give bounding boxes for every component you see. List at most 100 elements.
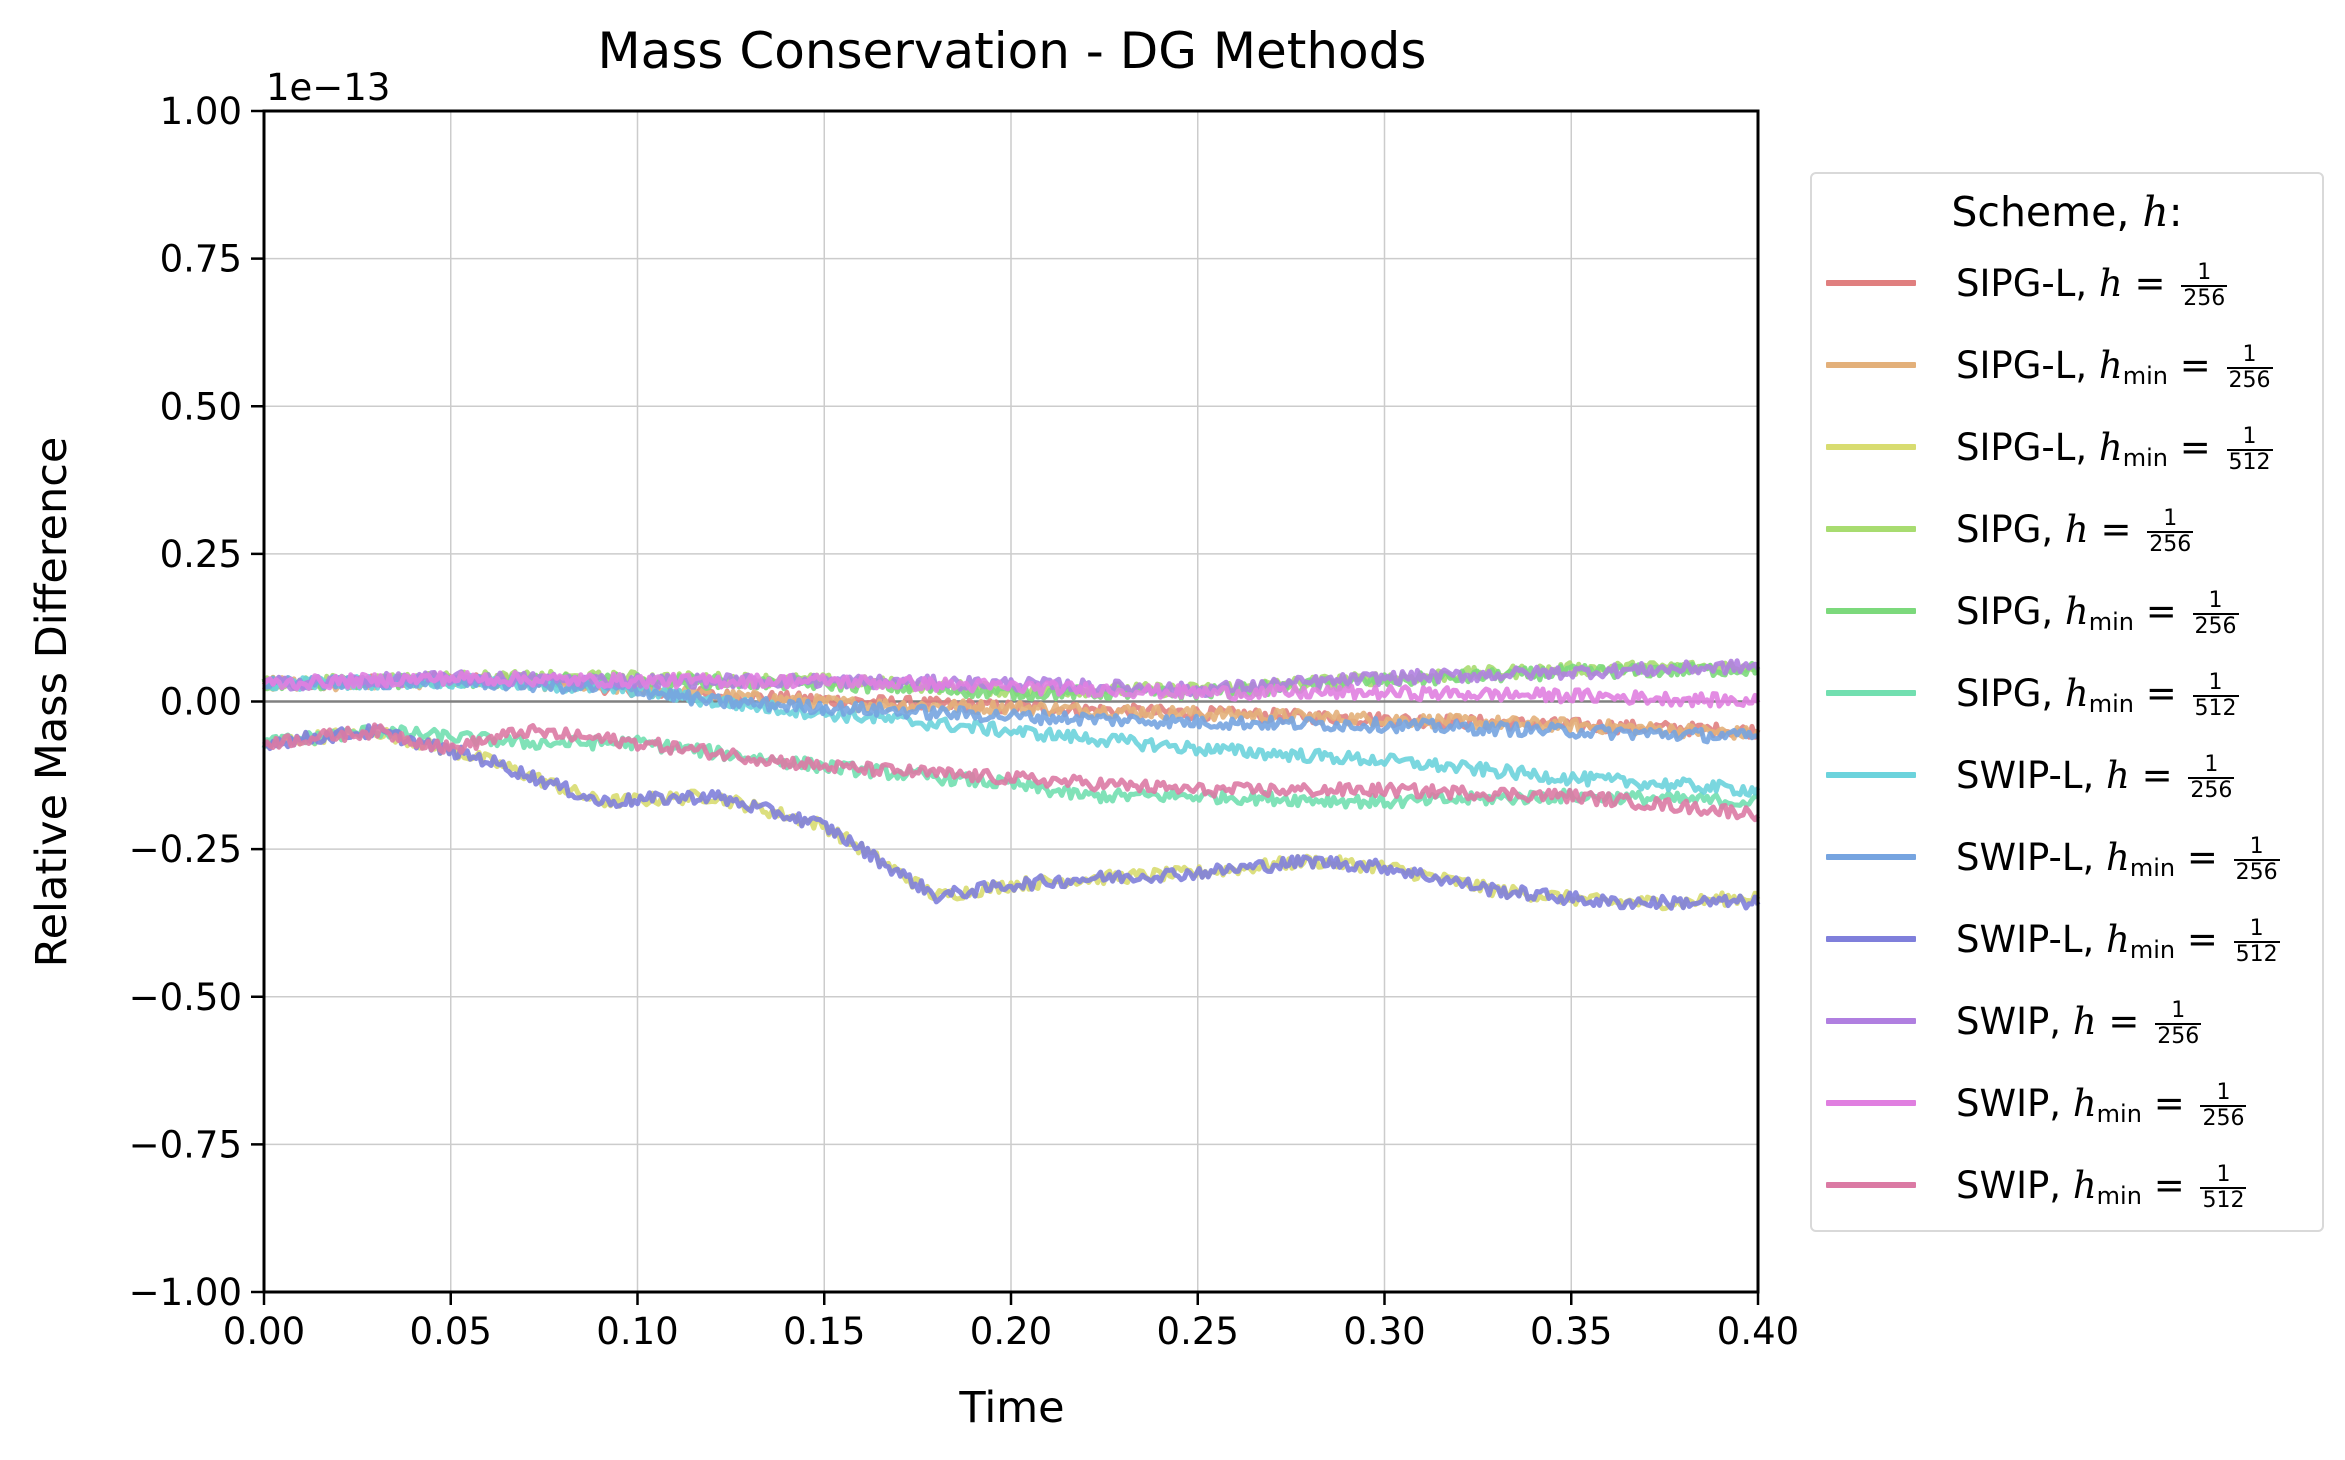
legend-equals: = <box>2175 836 2230 879</box>
legend-swatch <box>1826 1100 1916 1106</box>
legend-equals: = <box>2134 672 2189 715</box>
fraction-denominator: 256 <box>2233 858 2280 885</box>
legend-fraction: 1 512 <box>2200 1161 2247 1213</box>
legend-scheme: SIPG, <box>1956 672 2065 715</box>
x-tick-label: 0.05 <box>410 1310 492 1353</box>
x-tick-label: 0.00 <box>223 1310 305 1353</box>
legend-label: SWIP-L, hmin = 1 512 <box>1956 910 2280 980</box>
legend-var: h <box>2072 1082 2097 1125</box>
fraction-numerator: 1 <box>2242 341 2257 367</box>
legend: Scheme, h: SIPG-L, h = 1 256 SIPG-L, hmin … <box>1810 172 2324 1232</box>
legend-label: SIPG-L, hmin = 1 256 <box>1956 336 2273 406</box>
legend-fraction: 1 256 <box>2188 751 2235 803</box>
legend-swatch <box>1826 936 1916 942</box>
fraction-numerator: 1 <box>2216 1161 2231 1187</box>
legend-swatch <box>1826 690 1916 696</box>
x-tick-label: 0.20 <box>970 1310 1052 1353</box>
chart-title: Mass Conservation - DG Methods <box>598 22 1427 80</box>
legend-subscript: min <box>2096 1100 2142 1128</box>
legend-label: SIPG, hmin = 1 256 <box>1956 582 2239 652</box>
legend-label: SWIP, hmin = 1 512 <box>1956 1156 2247 1226</box>
legend-label: SWIP, hmin = 1 256 <box>1956 1074 2247 1144</box>
y-axis-ticks: 1.00 0.75 0.50 0.25 0.00 −0.25 −0.50 −0.75 −1.00 <box>129 90 264 1314</box>
legend-fraction: 1 256 <box>2233 834 2280 885</box>
legend-label: SIPG-L, hmin = 1 512 <box>1956 418 2273 488</box>
x-tick-label: 0.10 <box>596 1310 678 1353</box>
legend-title-suffix: : <box>2168 188 2183 236</box>
legend-fraction: 1 256 <box>2155 997 2202 1049</box>
y-tick-label: 0.00 <box>160 681 242 724</box>
fraction-denominator: 256 <box>2192 612 2239 639</box>
legend-swatch <box>1826 444 1916 450</box>
legend-equals: = <box>2096 1000 2152 1043</box>
legend-swatch <box>1826 362 1916 368</box>
legend-swatch <box>1826 772 1916 778</box>
legend-swatch <box>1826 280 1916 286</box>
y-tick-label: −0.75 <box>129 1123 242 1166</box>
legend-fraction: 1 256 <box>2147 505 2194 557</box>
y-tick-label: 0.25 <box>160 533 242 576</box>
legend-fraction: 1 256 <box>2181 259 2228 311</box>
legend-subscript: min <box>2122 362 2168 390</box>
fraction-numerator: 1 <box>2163 505 2178 531</box>
fraction-denominator: 512 <box>2233 940 2280 967</box>
legend-scheme: SIPG-L, <box>1956 426 2099 469</box>
legend-title: Scheme, h: <box>1812 188 2322 236</box>
fraction-denominator: 512 <box>2200 1186 2247 1213</box>
legend-var: h <box>2064 508 2089 551</box>
legend-fraction: 1 256 <box>2226 341 2273 393</box>
legend-scheme: SIPG-L, <box>1956 262 2099 305</box>
legend-equals: = <box>2175 918 2230 961</box>
x-tick-label: 0.35 <box>1530 1310 1612 1353</box>
legend-swatch <box>1826 526 1916 532</box>
fraction-numerator: 1 <box>2171 997 2186 1023</box>
legend-scheme: SIPG, <box>1956 590 2065 633</box>
legend-subscript: min <box>2129 854 2176 882</box>
legend-label: SIPG, hmin = 1 512 <box>1956 664 2239 734</box>
x-tick-label: 0.25 <box>1157 1310 1239 1353</box>
legend-equals: = <box>2122 262 2178 305</box>
series-line-8 <box>262 723 1761 911</box>
legend-var: h <box>2098 344 2123 387</box>
legend-subscript: min <box>2096 1182 2142 1210</box>
fraction-denominator: 512 <box>2226 448 2273 475</box>
legend-swatch <box>1826 854 1916 860</box>
legend-title-text: Scheme, <box>1951 188 2143 236</box>
legend-scheme: SIPG-L, <box>1956 344 2099 387</box>
axis-offset-text: 1e−13 <box>266 66 390 109</box>
legend-fraction: 1 256 <box>2192 587 2239 639</box>
legend-label: SWIP-L, h = 1 256 <box>1956 746 2235 806</box>
x-axis-ticks: 0.00 0.05 0.10 0.15 0.20 0.25 0.30 0.35 0.40 <box>223 1292 1799 1353</box>
legend-equals: = <box>2167 426 2223 469</box>
y-axis-label: Relative Mass Difference <box>27 437 77 968</box>
series-line-10 <box>262 670 1761 709</box>
y-tick-label: −0.25 <box>129 828 242 871</box>
legend-scheme: SWIP, <box>1956 1164 2073 1207</box>
x-tick-label: 0.40 <box>1717 1310 1799 1353</box>
legend-label: SWIP-L, hmin = 1 256 <box>1956 828 2280 898</box>
y-tick-label: 0.50 <box>160 385 242 428</box>
legend-equals: = <box>2129 754 2185 797</box>
legend-fraction: 1 256 <box>2200 1079 2247 1131</box>
legend-equals: = <box>2141 1082 2197 1125</box>
fraction-numerator: 1 <box>2208 587 2223 613</box>
series-lines <box>261 658 1761 912</box>
legend-subscript: min <box>2088 690 2135 718</box>
legend-scheme: SWIP-L, <box>1956 918 2106 961</box>
legend-var: h <box>2064 590 2089 633</box>
legend-var: h <box>2105 754 2130 797</box>
legend-scheme: SIPG, <box>1956 508 2065 551</box>
x-axis-label: Time <box>958 1383 1064 1433</box>
fraction-numerator: 1 <box>2216 1079 2231 1105</box>
legend-equals: = <box>2134 590 2189 633</box>
fraction-denominator: 256 <box>2188 776 2235 803</box>
fraction-denominator: 512 <box>2192 694 2239 721</box>
fraction-denominator: 256 <box>2155 1022 2202 1049</box>
legend-var: h <box>2072 1164 2097 1207</box>
y-tick-label: 0.75 <box>160 238 242 281</box>
legend-scheme: SWIP, <box>1956 1000 2073 1043</box>
fraction-numerator: 1 <box>2197 259 2212 285</box>
fraction-numerator: 1 <box>2208 669 2223 695</box>
fraction-numerator: 1 <box>2204 751 2219 777</box>
